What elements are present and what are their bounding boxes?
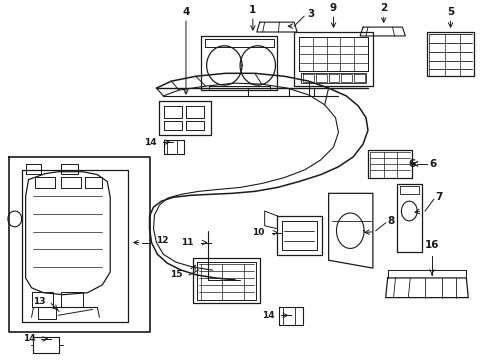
Text: 1: 1 [249, 5, 256, 15]
Text: 6: 6 [407, 159, 414, 169]
Text: 10: 10 [252, 228, 264, 237]
Polygon shape [25, 172, 110, 295]
Text: 3: 3 [306, 9, 314, 19]
Text: 5: 5 [446, 7, 453, 17]
Text: 8: 8 [387, 216, 394, 226]
Text: 11: 11 [181, 238, 193, 247]
Text: 7: 7 [434, 192, 441, 202]
Text: 14: 14 [143, 138, 156, 147]
Text: 13: 13 [33, 297, 45, 306]
Polygon shape [294, 32, 372, 86]
Polygon shape [200, 36, 277, 90]
Text: 16: 16 [424, 240, 438, 251]
Text: 6: 6 [428, 159, 435, 169]
Text: 12: 12 [156, 236, 169, 245]
Text: 2: 2 [379, 3, 386, 13]
Text: 14: 14 [23, 334, 35, 343]
Text: 15: 15 [170, 270, 183, 279]
Text: 9: 9 [329, 3, 336, 13]
Text: 14: 14 [262, 311, 274, 320]
Text: 4: 4 [182, 7, 189, 17]
